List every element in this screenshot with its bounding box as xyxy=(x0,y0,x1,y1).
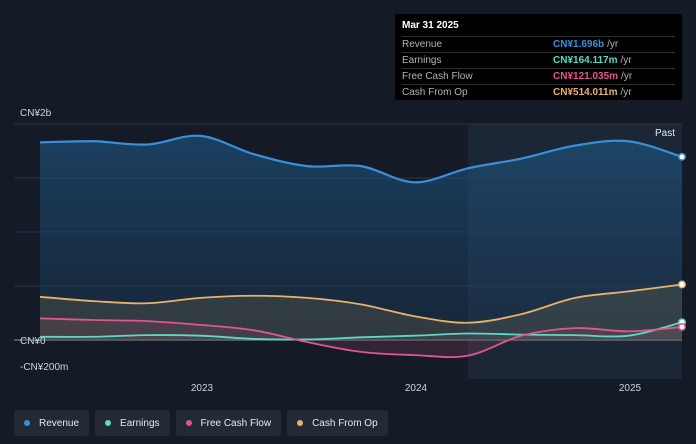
past-label: Past xyxy=(655,128,675,139)
tooltip-row-cash-from-op: Cash From Op CN¥514.011m /yr xyxy=(402,84,675,100)
free-cash-flow-dot-icon xyxy=(185,420,192,426)
legend-label: Earnings xyxy=(120,417,160,429)
tooltip-unit: /yr xyxy=(621,71,633,82)
series-endpoints xyxy=(678,152,686,331)
tooltip-unit: /yr xyxy=(620,55,632,66)
tooltip-label: Earnings xyxy=(402,55,442,66)
free-cash-flow-area xyxy=(40,318,682,358)
y-tick-label-zero: CN¥0 xyxy=(20,336,46,347)
revenue-line xyxy=(39,134,683,184)
tooltip-value: CN¥121.035m xyxy=(553,71,619,82)
series-areas xyxy=(40,135,682,358)
legend: Revenue Earnings Free Cash Flow Cash Fro… xyxy=(14,410,388,436)
legend-item-revenue[interactable]: Revenue xyxy=(14,410,90,436)
earnings-dot-icon xyxy=(105,420,112,426)
tooltip-row-free-cash-flow: Free Cash Flow CN¥121.035m /yr xyxy=(402,68,675,84)
tooltip-unit: /yr xyxy=(620,87,632,98)
tooltip-value: CN¥514.011m xyxy=(553,87,618,98)
tooltip-label: Free Cash Flow xyxy=(402,71,473,82)
legend-item-cash-from-op[interactable]: Cash From Op xyxy=(287,410,388,436)
x-tick-label-2024: 2024 xyxy=(405,383,428,394)
legend-item-earnings[interactable]: Earnings xyxy=(95,410,170,436)
legend-item-free-cash-flow[interactable]: Free Cash Flow xyxy=(175,410,282,436)
cash-from-op-line xyxy=(39,283,683,324)
x-tick-label-2025: 2025 xyxy=(619,383,642,394)
free-cash-flow-line xyxy=(39,317,683,358)
tooltip-row-earnings: Earnings CN¥164.117m /yr xyxy=(402,52,675,68)
tooltip-row-revenue: Revenue CN¥1.696b /yr xyxy=(402,36,675,52)
legend-label: Free Cash Flow xyxy=(200,417,272,429)
tooltip-label: Revenue xyxy=(402,39,443,50)
revenue-area xyxy=(40,135,682,340)
y-tick-label-bottom: -CN¥200m xyxy=(20,362,68,373)
free-cash-flow-endpoint xyxy=(678,322,686,331)
earnings-line xyxy=(39,321,683,341)
tooltip: Mar 31 2025 Revenue CN¥1.696b /yr Earnin… xyxy=(395,14,682,100)
revenue-dot-icon xyxy=(24,420,30,426)
tooltip-value: CN¥1.696b xyxy=(553,39,605,50)
legend-label: Cash From Op xyxy=(312,417,378,429)
revenue-endpoint xyxy=(678,152,686,161)
series-lines xyxy=(39,134,683,358)
tooltip-value: CN¥164.117m xyxy=(553,55,618,66)
cash-from-op-endpoint xyxy=(678,280,686,289)
cash-from-op-dot-icon xyxy=(297,420,304,426)
x-tick-label-2023: 2023 xyxy=(191,383,214,394)
tooltip-label: Cash From Op xyxy=(402,87,468,98)
y-tick-label-top: CN¥2b xyxy=(20,108,52,119)
tooltip-date: Mar 31 2025 xyxy=(402,20,459,31)
legend-label: Revenue xyxy=(39,417,80,429)
tooltip-unit: /yr xyxy=(607,39,619,50)
